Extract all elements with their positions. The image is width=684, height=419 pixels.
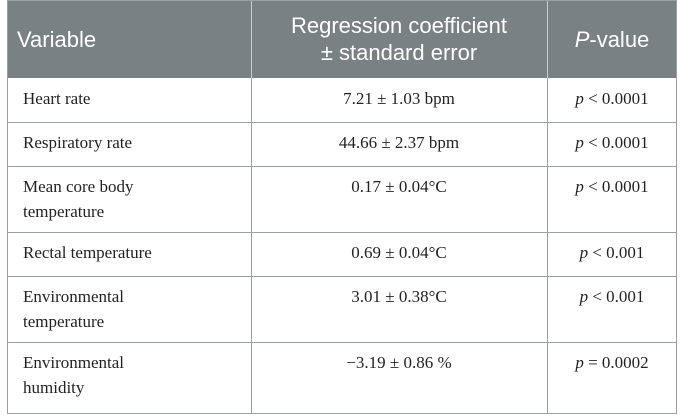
header-divider [251,0,252,78]
pvalue-symbol: p [575,133,584,152]
coefficient-cell: 7.21 ± 1.03 bpm [343,89,455,108]
variable-cell: Rectal temperature [7,232,251,276]
table-row: Respiratory rate 44.66 ± 2.37 bpm p < 0.00… [7,122,677,166]
coefficient-cell: 3.01 ± 0.38°C [351,287,447,306]
variable-line1: Respiratory rate [23,133,133,152]
pvalue-cell: p < 0.0001 [547,166,677,232]
pvalue-symbol: p [579,243,589,262]
variable-line2: temperature [23,312,105,331]
variable-cell: Mean core body temperature [7,166,251,232]
pvalue-cell: p < 0.0001 [547,78,677,122]
header-pvalue-label: -value [589,26,650,52]
table-row: Mean core body temperature 0.17 ± 0.04°C p … [7,166,677,232]
table-row: Heart rate 7.21 ± 1.03 bpm p < 0.0001 [7,78,677,122]
variable-cell: Heart rate [7,78,251,122]
variable-line1: Environmental [23,353,125,372]
coefficient-cell: −3.19 ± 0.86 % [346,353,452,372]
row-divider [7,166,677,167]
pvalue-cell: p < 0.001 [547,276,677,342]
variable-cell: Respiratory rate [7,122,251,166]
header-divider [547,0,548,78]
table-row: Environmental humidity −3.19 ± 0.86 % p = 0… [7,342,677,414]
pvalue-text: = 0.0002 [583,353,649,372]
variable-line1: Environmental [23,287,125,306]
table-row: Rectal temperature 0.69 ± 0.04°C p < 0.001 [7,232,677,276]
table-row: Environmental temperature 3.01 ± 0.38°C p <… [7,276,677,342]
variable-cell: Environmental humidity [7,342,251,414]
variable-line1: Rectal temperature [23,243,152,262]
pvalue-symbol: p [579,287,589,306]
variable-line2: humidity [23,378,85,397]
pvalue-text: < 0.0001 [583,133,649,152]
header-coefficient-line2: ± standard error [320,40,478,65]
coefficient-cell: 0.17 ± 0.04°C [351,177,447,196]
variable-line1: Mean core body [23,177,134,196]
row-divider [7,276,677,277]
variable-line1: Heart rate [23,89,91,108]
table-header: Variable Regression coefficient ± standa… [7,0,677,78]
variable-cell: Environmental temperature [7,276,251,342]
header-pvalue: P -value [547,0,677,78]
header-coefficient: Regression coefficient ± standard error [251,0,547,78]
pvalue-text: < 0.0001 [583,177,649,196]
row-divider [7,232,677,233]
pvalue-text: < 0.0001 [583,89,649,108]
pvalue-cell: p < 0.0001 [547,122,677,166]
column-divider [547,78,548,414]
header-pvalue-symbol: P [574,26,590,52]
row-divider [7,122,677,123]
header-coefficient-line1: Regression coefficient [290,13,508,38]
pvalue-symbol: p [575,353,584,372]
header-variable: Variable [17,26,97,52]
coefficient-cell: 44.66 ± 2.37 bpm [338,133,460,152]
coefficient-cell: 0.69 ± 0.04°C [351,243,447,262]
pvalue-symbol: p [575,89,584,108]
pvalue-symbol: p [575,177,584,196]
variable-line2: temperature [23,202,105,221]
pvalue-text: < 0.001 [588,243,645,262]
pvalue-cell: p < 0.001 [547,232,677,276]
regression-table: Variable Regression coefficient ± standa… [7,0,677,414]
pvalue-text: < 0.001 [588,287,645,306]
row-divider [7,342,677,343]
pvalue-cell: p = 0.0002 [547,342,677,414]
column-divider [251,78,252,414]
